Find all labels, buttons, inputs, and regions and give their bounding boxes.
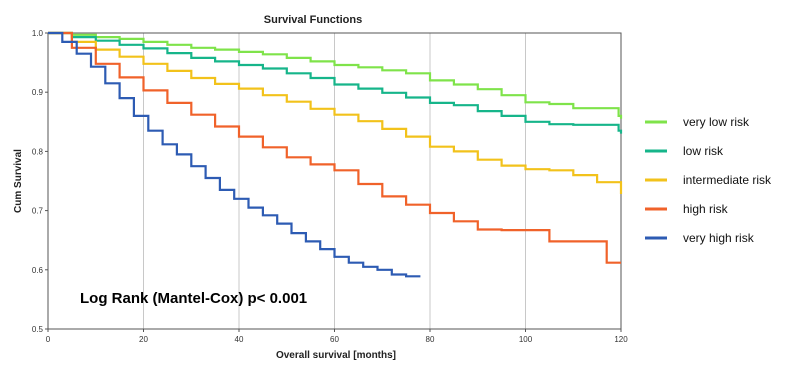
legend-label-intermediate-risk: intermediate risk [683,173,772,187]
x-tick-label-0: 0 [46,335,51,344]
y-tick-label-2: 0.7 [32,207,44,216]
log-rank-annotation: Log Rank (Mantel-Cox) p< 0.001 [80,290,307,307]
chart-title: Survival Functions [264,14,362,26]
y-tick-label-4: 0.9 [32,88,44,97]
series-intermediate-risk-line [48,31,623,194]
y-tick-label-1: 0.6 [32,266,44,275]
series-high-risk-line [48,31,621,264]
legend: very low risk low risk intermediate risk hi… [645,115,772,245]
series-very-high-risk-line [48,31,421,278]
x-axis-ticks: 0 20 40 60 80 100 120 [46,329,628,344]
legend-label-high-risk: high risk [683,202,729,216]
x-tick-label-2: 40 [235,335,244,344]
legend-label-very-high-risk: very high risk [683,231,755,245]
x-tick-label-4: 80 [426,335,435,344]
x-tick-label-6: 120 [614,335,628,344]
x-tick-label-1: 20 [139,335,148,344]
x-tick-label-5: 100 [519,335,533,344]
legend-label-very-low-risk: very low risk [683,115,750,129]
series-lines [48,31,623,278]
x-tick-label-3: 60 [330,335,339,344]
series-low-risk-line [48,31,623,134]
y-tick-label-3: 0.8 [32,147,44,156]
x-axis-label: Overall survival [months] [276,350,396,361]
y-tick-label-0: 0.5 [32,325,44,334]
y-axis-ticks: 0.5 0.6 0.7 0.8 0.9 1.0 [32,29,48,334]
y-axis-label: Cum Survival [13,149,24,213]
series-very-low-risk-line [48,31,623,119]
legend-label-low-risk: low risk [683,144,724,158]
y-tick-label-5: 1.0 [32,29,44,38]
